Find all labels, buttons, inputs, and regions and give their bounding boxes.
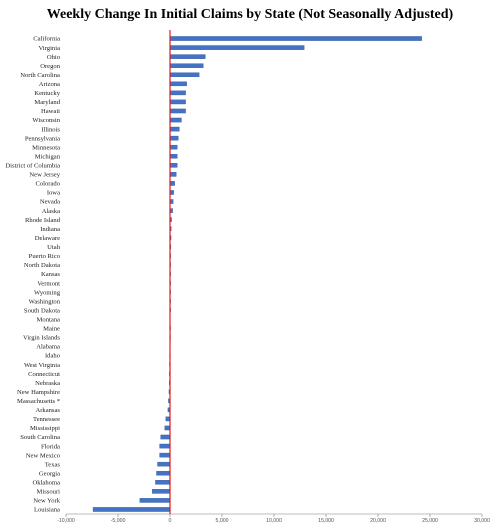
category-label-utah: Utah: [47, 244, 61, 251]
bar-illinois: [169, 126, 180, 132]
bar-ohio: [169, 54, 206, 59]
bar-california: [169, 36, 422, 41]
category-label-montana: Montana: [37, 316, 61, 323]
bar-maryland: [169, 99, 186, 105]
category-label-illinois: Illinois: [41, 126, 60, 133]
x-axis: -10,000 -5,000 0 5,000 10,000 15,000 20,000 25,…: [57, 513, 490, 524]
bar-louisiana: [92, 507, 171, 512]
category-label-virginia: Virginia: [39, 45, 61, 52]
category-label-texas: Texas: [45, 461, 61, 468]
bar-minnesota: [169, 144, 178, 150]
x-tick-label-2: 0: [169, 518, 172, 524]
bar-oregon: [169, 63, 204, 68]
bar-wisconsin: [169, 117, 182, 123]
category-label-michigan: Michigan: [35, 153, 61, 160]
category-label-florida: Florida: [41, 443, 60, 450]
category-label-west-virginia: West Virginia: [24, 362, 60, 369]
category-label-kansas: Kansas: [41, 271, 60, 278]
category-label-tennessee: Tennessee: [33, 416, 60, 423]
category-label-district-of-columbia: District of Columbia: [5, 163, 60, 170]
category-label-oklahoma: Oklahoma: [33, 480, 61, 487]
category-label-maine: Maine: [43, 326, 60, 333]
category-label-new-york: New York: [33, 498, 60, 505]
category-label-oregon: Oregon: [40, 63, 60, 70]
bar-arizona: [169, 81, 187, 87]
category-label-connecticut: Connecticut: [28, 371, 60, 378]
x-tick-label-7: 25,000: [422, 518, 438, 524]
bar-mississippi: [164, 425, 171, 431]
x-tick-label-5: 15,000: [318, 518, 334, 524]
bar-hawaii: [169, 108, 186, 114]
bar-oklahoma: [155, 480, 171, 485]
category-label-wyoming: Wyoming: [34, 289, 61, 296]
category-label-delaware: Delaware: [35, 235, 60, 242]
bar-new-mexico: [159, 452, 171, 458]
x-tick-label-1: -5,000: [111, 518, 126, 524]
category-label-arkansas: Arkansas: [35, 407, 60, 414]
x-tick-label-6: 20,000: [370, 518, 386, 524]
category-label-alabama: Alabama: [36, 344, 60, 351]
x-tick-label-8: 30,000: [474, 518, 490, 524]
bar-new-york: [139, 498, 171, 503]
category-label-pennsylvania: Pennsylvania: [25, 135, 60, 142]
bar-colorado: [169, 181, 175, 186]
category-label-new-hampshire: New Hampshire: [17, 389, 60, 396]
category-labels: California Virginia Ohio Oregon North Caroli…: [5, 36, 60, 514]
category-label-north-carolina: North Carolina: [20, 72, 60, 79]
category-label-louisiana: Louisiana: [34, 507, 60, 514]
bar-district-of-columbia: [169, 163, 178, 168]
bar-missouri: [152, 489, 171, 494]
category-label-kentucky: Kentucky: [34, 90, 60, 97]
category-label-puerto-rico: Puerto Rico: [29, 253, 61, 260]
category-label-iowa: Iowa: [47, 190, 60, 197]
category-label-ohio: Ohio: [47, 54, 61, 61]
category-label-hawaii: Hawaii: [41, 108, 60, 115]
bar-kentucky: [169, 90, 186, 96]
category-label-vermont: Vermont: [37, 280, 60, 287]
category-label-mississippi: Mississippi: [30, 425, 60, 432]
bar-texas: [157, 461, 171, 467]
category-label-georgia: Georgia: [39, 470, 60, 477]
category-label-nevada: Nevada: [40, 199, 60, 206]
category-label-north-dakota: North Dakota: [24, 262, 60, 269]
category-label-south-dakota: South Dakota: [24, 307, 60, 314]
bar-south-carolina: [160, 434, 171, 440]
category-label-nebraska: Nebraska: [35, 380, 60, 387]
category-label-idaho: Idaho: [45, 353, 61, 360]
x-tick-label-4: 10,000: [266, 518, 282, 524]
x-tick-label-0: -10,000: [57, 518, 75, 524]
category-label-arizona: Arizona: [39, 81, 60, 88]
category-label-new-jersey: New Jersey: [29, 172, 60, 179]
category-label-rhode-island: Rhode Island: [25, 217, 61, 224]
bar-tennessee: [165, 416, 171, 422]
category-label-california: California: [33, 36, 60, 43]
bar-florida: [159, 443, 171, 449]
bar-virginia: [169, 45, 305, 50]
bars: [92, 36, 422, 512]
category-label-virgin-islands: Virgin Islands: [23, 335, 60, 342]
bar-new-jersey: [169, 172, 177, 177]
category-label-minnesota: Minnesota: [32, 144, 60, 151]
category-label-colorado: Colorado: [35, 181, 60, 188]
chart-title: Weekly Change In Initial Claims by State…: [47, 7, 454, 22]
category-label-missouri: Missouri: [37, 489, 61, 496]
category-label-washington: Washington: [29, 298, 61, 305]
x-tick-label-3: 5,000: [216, 518, 229, 524]
category-label-new-mexico: New Mexico: [26, 452, 61, 459]
category-label-indiana: Indiana: [40, 226, 60, 233]
category-label-alaska: Alaska: [42, 208, 60, 215]
bar-georgia: [156, 470, 171, 476]
bar-michigan: [169, 154, 178, 159]
bar-pennsylvania: [169, 135, 179, 141]
bar-north-carolina: [169, 72, 200, 78]
category-label-south-carolina: South Carolina: [20, 434, 60, 441]
category-label-maryland: Maryland: [34, 99, 60, 106]
category-label-massachusetts: Massachusetts *: [17, 398, 60, 405]
category-label-wisconsin: Wisconsin: [32, 117, 60, 124]
